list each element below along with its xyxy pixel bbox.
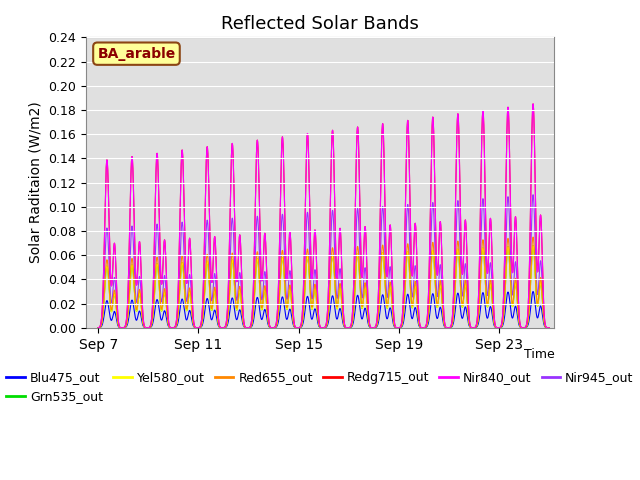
Red655_out: [120, 325, 128, 331]
Blu475_out: [94, 325, 102, 331]
Yel580_out: [451, 303, 458, 309]
Yel580_out: [94, 325, 102, 331]
Red655_out: [215, 322, 223, 328]
Yel580_out: [120, 325, 128, 331]
Redg715_out: [371, 325, 378, 331]
Redg715_out: [215, 319, 223, 324]
Nir840_out: [377, 183, 385, 189]
Yel580_out: [215, 323, 223, 328]
Red655_out: [529, 234, 537, 240]
Redg715_out: [529, 101, 537, 107]
Nir945_out: [538, 275, 546, 280]
Blu475_out: [538, 309, 546, 314]
Nir945_out: [120, 325, 128, 331]
Legend: Blu475_out, Grn535_out, Yel580_out, Red655_out, Redg715_out, Nir840_out, Nir945_: Blu475_out, Grn535_out, Yel580_out, Red6…: [1, 366, 639, 408]
Line: Yel580_out: Yel580_out: [98, 246, 549, 328]
Nir840_out: [371, 325, 378, 331]
Nir945_out: [451, 290, 458, 296]
Red655_out: [545, 325, 553, 331]
Blu475_out: [215, 324, 223, 330]
Y-axis label: Solar Raditaion (W/m2): Solar Raditaion (W/m2): [28, 102, 42, 264]
Line: Grn535_out: Grn535_out: [98, 246, 549, 328]
Red655_out: [94, 325, 102, 331]
Grn535_out: [120, 325, 128, 331]
Blu475_out: [545, 325, 553, 331]
Grn535_out: [94, 325, 102, 331]
Yel580_out: [529, 243, 537, 249]
Grn535_out: [215, 323, 223, 328]
Nir840_out: [94, 325, 102, 331]
Redg715_out: [377, 183, 385, 189]
Nir840_out: [215, 319, 223, 324]
Red655_out: [377, 267, 385, 273]
Red655_out: [371, 325, 378, 331]
Nir840_out: [529, 101, 537, 107]
Red655_out: [451, 301, 458, 307]
Yel580_out: [371, 325, 378, 331]
Nir840_out: [120, 324, 128, 330]
Redg715_out: [94, 325, 102, 331]
Title: Reflected Solar Bands: Reflected Solar Bands: [221, 15, 419, 33]
Redg715_out: [451, 266, 458, 272]
Line: Red655_out: Red655_out: [98, 237, 549, 328]
Nir840_out: [545, 325, 553, 331]
Nir945_out: [94, 325, 102, 331]
Nir945_out: [545, 325, 553, 331]
Nir840_out: [538, 240, 546, 246]
Yel580_out: [377, 273, 385, 278]
Nir945_out: [371, 325, 378, 331]
Blu475_out: [451, 315, 458, 321]
Blu475_out: [377, 302, 385, 308]
Grn535_out: [377, 273, 385, 278]
Redg715_out: [120, 324, 128, 330]
Blu475_out: [529, 288, 537, 294]
Redg715_out: [538, 240, 546, 246]
Grn535_out: [538, 290, 546, 296]
Red655_out: [538, 287, 546, 293]
Grn535_out: [545, 325, 553, 331]
Line: Redg715_out: Redg715_out: [98, 104, 549, 328]
Blu475_out: [120, 325, 128, 331]
Grn535_out: [529, 243, 537, 249]
Line: Nir840_out: Nir840_out: [98, 104, 549, 328]
Yel580_out: [538, 290, 546, 296]
Nir945_out: [529, 192, 537, 198]
Grn535_out: [451, 303, 458, 309]
Blu475_out: [371, 325, 378, 331]
Text: BA_arable: BA_arable: [97, 47, 175, 60]
Yel580_out: [545, 325, 553, 331]
Line: Nir945_out: Nir945_out: [98, 195, 549, 328]
Redg715_out: [545, 325, 553, 331]
Text: Time: Time: [524, 348, 554, 361]
Line: Blu475_out: Blu475_out: [98, 291, 549, 328]
Nir945_out: [377, 240, 385, 246]
Nir840_out: [451, 266, 458, 272]
Grn535_out: [371, 325, 378, 331]
Nir945_out: [215, 321, 223, 327]
